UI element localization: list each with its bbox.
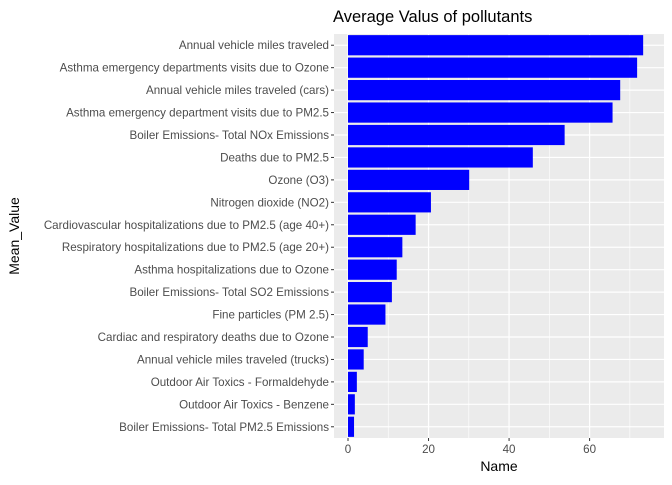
chart-title: Average Valus of pollutants <box>333 8 532 26</box>
bar <box>348 371 357 392</box>
x-axis-ticks: 0 20 40 60 <box>345 438 596 456</box>
category-label: Respiratory hospitalizations due to PM2.… <box>62 241 329 254</box>
category-label: Annual vehicle miles traveled (trucks) <box>137 353 329 366</box>
bar <box>348 169 470 190</box>
bar <box>348 192 431 213</box>
bar <box>348 326 368 348</box>
category-label: Outdoor Air Toxics - Formaldehyde <box>151 376 329 389</box>
category-label: Deaths due to PM2.5 <box>220 151 329 164</box>
category-label: Asthma emergency departments visits due … <box>60 62 329 75</box>
bar <box>348 237 403 258</box>
bar <box>348 147 533 168</box>
category-label: Nitrogen dioxide (NO2) <box>210 196 329 209</box>
bar <box>348 259 397 280</box>
category-label: Cardiovascular hospitalizations due to P… <box>44 219 329 232</box>
category-label: Boiler Emissions- Total NOx Emissions <box>129 129 329 142</box>
bar <box>348 214 416 235</box>
category-label: Asthma hospitalizations due to Ozone <box>134 264 329 277</box>
category-label: Boiler Emissions- Total PM2.5 Emissions <box>119 421 329 434</box>
category-label: Fine particles (PM 2.5) <box>212 309 329 322</box>
bar <box>348 124 565 146</box>
x-axis-title: Name <box>480 458 518 474</box>
x-tick-label: 40 <box>503 443 516 456</box>
bar <box>348 80 621 101</box>
category-label: Ozone (O3) <box>268 174 329 187</box>
bar <box>348 102 613 123</box>
bar <box>348 416 355 437</box>
category-label: Annual vehicle miles traveled <box>179 39 329 52</box>
x-tick-label: 20 <box>422 443 435 456</box>
x-tick-label: 0 <box>345 443 351 456</box>
bars <box>348 35 644 437</box>
y-axis-title: Mean_Value <box>6 197 22 275</box>
category-label: Annual vehicle miles traveled (cars) <box>146 84 329 97</box>
bar <box>348 282 392 303</box>
x-tick-label: 60 <box>583 443 596 456</box>
bar <box>348 57 638 78</box>
category-label: Cardiac and respiratory deaths due to Oz… <box>98 331 329 344</box>
bar <box>348 394 355 415</box>
bar <box>348 349 364 370</box>
category-label: Asthma emergency department visits due t… <box>66 107 329 120</box>
category-label: Boiler Emissions- Total SO2 Emissions <box>129 286 329 299</box>
category-label: Outdoor Air Toxics - Benzene <box>179 398 329 411</box>
bar <box>348 304 386 325</box>
plot-panel <box>334 34 664 438</box>
category-labels: Annual vehicle miles traveled Asthma emer… <box>44 39 334 434</box>
bar <box>348 35 644 56</box>
